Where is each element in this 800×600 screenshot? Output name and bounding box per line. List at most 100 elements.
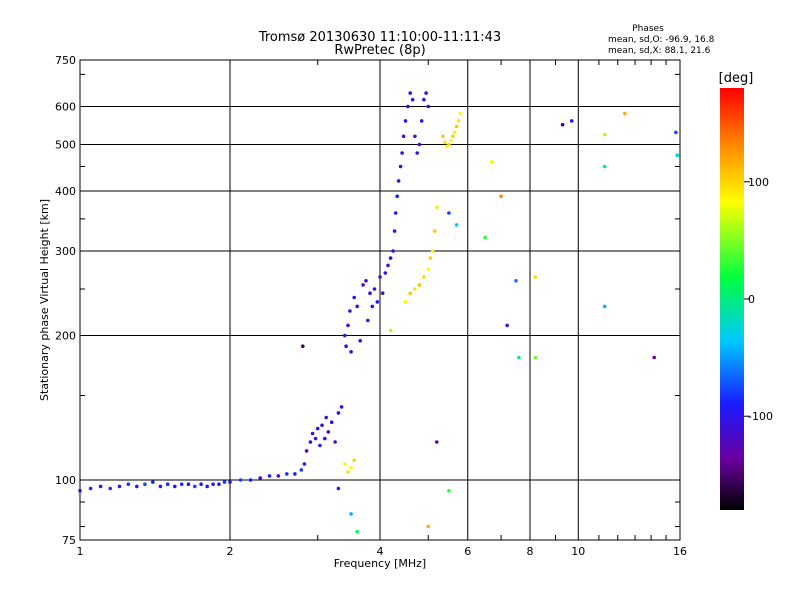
data-point [267,474,272,478]
data-point [458,111,463,116]
data-point [315,426,320,431]
data-point [449,138,453,143]
data-point [238,478,243,482]
data-point [408,91,413,95]
data-point [293,472,297,476]
data-point [211,482,215,487]
data-point [391,249,395,253]
data-point [623,111,627,116]
data-point [318,443,322,448]
data-point [228,480,232,484]
grid-lines [80,60,680,540]
y-axis-label: Stationary phase Virtual Height [km] [38,199,51,401]
data-point [406,104,410,109]
data-point [276,474,281,478]
data-point [346,470,350,474]
data-point [349,466,353,470]
data-point [199,482,203,487]
data-point [403,119,408,123]
data-point [222,480,227,484]
colorbar-gradient [720,88,744,510]
data-point [393,211,398,215]
data-point [426,267,431,271]
stats-x-mode: mean, sd,X: 88.1, 21.6 [608,46,711,56]
data-point [456,119,461,123]
data-point [324,415,329,420]
y-tick-label: 400 [55,185,76,198]
data-point [378,275,382,279]
data-point [375,300,380,304]
data-point [336,411,341,415]
colorbar-ticks: 100 0 -100 [744,176,773,423]
data-point [329,420,334,425]
data-point [401,134,406,139]
data-point [395,194,400,199]
data-point [435,440,439,444]
data-point [117,484,122,489]
data-point [424,91,428,95]
data-point [419,119,424,123]
data-point [380,291,385,296]
data-point [432,229,437,233]
data-point [602,304,607,309]
data-point [355,304,360,309]
x-tick-label: 16 [673,545,687,558]
data-point [514,279,518,283]
data-point [533,355,538,360]
data-point [355,530,360,534]
data-point [326,430,331,434]
data-point [173,484,177,489]
data-point [217,482,221,487]
chart-subtitle: RwPretec (8p) [334,43,425,58]
data-point [165,482,170,487]
data-point [98,484,103,489]
colorbar-unit: [deg] [719,71,754,86]
x-tick-label: 10 [571,545,585,558]
data-point [489,160,494,164]
data-point [454,124,459,129]
data-point [158,484,163,489]
data-point [422,275,426,279]
data-point [333,440,337,444]
data-point [441,134,445,139]
data-point [108,486,112,491]
data-point [447,488,451,493]
chart-title: Tromsø 20130630 11:10:00-11:11:43 [258,30,501,45]
data-point [383,271,388,275]
data-point [435,205,439,210]
data-point [408,291,413,296]
data-point [343,462,347,466]
data-point [403,300,408,304]
data-point [674,130,678,135]
data-point [299,468,304,472]
data-point [352,458,357,463]
data-point [388,256,393,260]
data-point [323,436,327,441]
data-point [310,431,315,436]
data-point [372,287,377,291]
data-point [398,164,403,169]
y-tick-label: 100 [55,474,76,487]
y-tick-label: 500 [55,139,76,152]
data-point [499,194,503,199]
data-point [413,134,417,139]
colorbar-tick-label: 0 [748,293,755,306]
data-point [417,283,422,287]
data-point [426,104,431,109]
data-point [400,151,404,155]
data-point [302,462,307,466]
data-point [320,423,324,428]
data-point [386,263,390,268]
data-point [301,344,305,349]
y-axis-ticks: 75 100 200 300 400 500 600 750 [55,54,680,547]
data-point [533,275,538,279]
data-point [78,488,82,493]
data-point [447,142,451,147]
data-point [308,440,313,444]
data-point [248,478,253,482]
data-point [483,235,487,240]
data-point [349,350,353,354]
x-axis-label: Frequency [MHz] [334,557,426,570]
data-point [452,130,457,135]
